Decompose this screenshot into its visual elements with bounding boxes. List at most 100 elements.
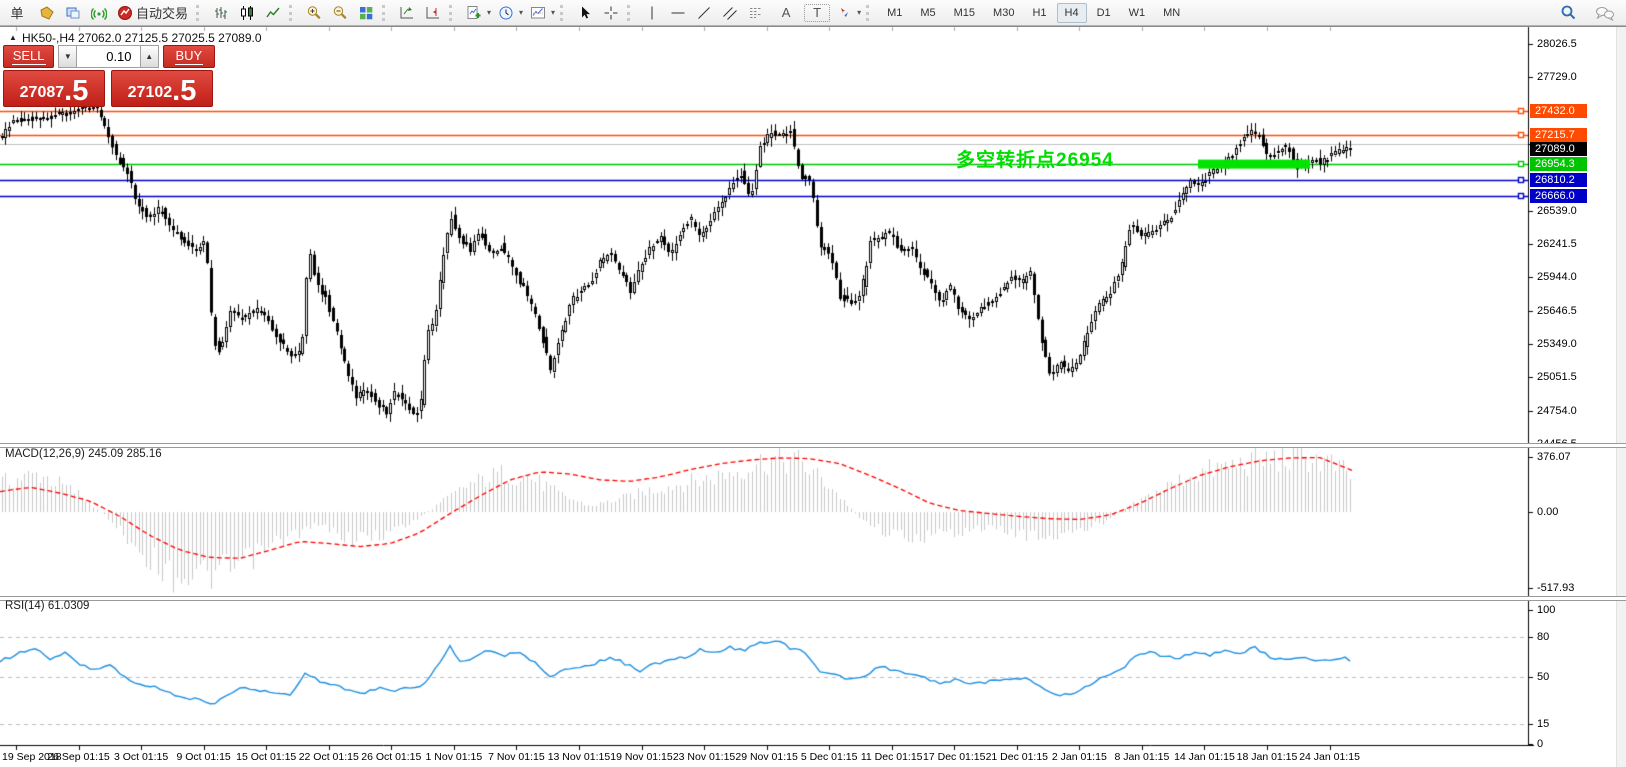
template-dropdown-icon[interactable]: ▾ [551, 8, 556, 17]
macd-axis-tick: -517.93 [1537, 582, 1575, 594]
price-line-badge-27215.7: 27215.7 [1530, 127, 1587, 142]
arrows-dropdown-icon[interactable]: ▾ [857, 8, 862, 17]
date-axis-label: 29 Nov 01:15 [735, 751, 798, 763]
date-axis-label: 19 Nov 01:15 [610, 751, 673, 763]
timeframe-H1[interactable]: H1 [1032, 6, 1047, 19]
toolbar-grip [866, 4, 874, 21]
date-axis-label: 21 Dec 01:15 [985, 751, 1049, 763]
date-axis-label: 9 Oct 01:15 [176, 751, 231, 763]
rsi-panel-divider[interactable] [0, 596, 1626, 601]
template-button[interactable] [526, 2, 550, 23]
panel-collapse-icon[interactable]: ▲ [9, 33, 17, 42]
date-axis-label: 18 Jan 01:15 [1236, 751, 1298, 763]
toolbar-grip [560, 4, 568, 21]
volume-increase-button[interactable]: ▲ [139, 45, 159, 68]
date-axis-label: 5 Dec 01:15 [800, 751, 858, 763]
rsi-axis-tick: 50 [1537, 671, 1550, 683]
zoom-in-button[interactable] [302, 2, 326, 23]
chart-window-border [0, 26, 1626, 27]
rsi-axis-tick: 0 [1537, 738, 1544, 750]
date-axis-label: 23 Nov 01:15 [672, 751, 736, 763]
timeframe-M15[interactable]: M15 [953, 6, 976, 19]
autotrading-button[interactable]: 自动交易 [113, 2, 192, 23]
timeframe-H4[interactable]: H4 [1056, 2, 1087, 23]
price-axis-tick: 26539.0 [1537, 204, 1577, 217]
sell-button[interactable]: SELL [3, 45, 55, 68]
date-axis-label: 22 Oct 01:15 [298, 751, 359, 763]
timeframe-M5[interactable]: M5 [920, 6, 936, 19]
candlestick-chart-button[interactable] [235, 2, 259, 23]
vertical-line-button[interactable] [640, 2, 664, 23]
toolbar-grip [627, 4, 635, 21]
rsi-axis-tick: 100 [1537, 604, 1556, 616]
volume-input[interactable]: 0.10 [77, 45, 140, 68]
price-line-badge-27089.0: 27089.0 [1530, 142, 1587, 157]
chart-ohlc-title: HK50-,H4 27062.0 27125.5 27025.5 27089.0 [22, 31, 262, 45]
date-axis-label: 11 Dec 01:15 [860, 751, 923, 763]
timeframe-switcher: M1 M5 M15 M30 H1 H4 D1 W1 MN [878, 2, 1189, 23]
timeframe-M1[interactable]: M1 [887, 6, 903, 19]
price-axis-tick: 25944.0 [1537, 271, 1577, 284]
crosshair-button[interactable] [599, 2, 623, 23]
add-indicator-button[interactable] [462, 2, 486, 23]
date-axis-label: 14 Jan 01:15 [1174, 751, 1235, 763]
horizontal-line-button[interactable] [666, 2, 690, 23]
equidistant-channel-button[interactable] [718, 2, 742, 23]
date-axis-label: 3 Oct 01:15 [113, 751, 169, 763]
date-axis-label: 15 Oct 01:15 [236, 751, 297, 763]
buy-button[interactable]: BUY [162, 45, 215, 68]
date-axis-label: 13 Nov 01:15 [547, 751, 611, 763]
date-axis-label: 26 Oct 01:15 [361, 751, 422, 763]
text-label-tool-button[interactable]: T [804, 3, 831, 22]
timeframe-MN[interactable]: MN [1163, 6, 1181, 19]
price-axis-tick: 24754.0 [1537, 404, 1577, 417]
macd-panel-divider[interactable] [0, 443, 1626, 448]
date-axis-label: 24 Jan 01:15 [1299, 751, 1360, 763]
date-axis-label: 7 Nov 01:15 [488, 751, 545, 763]
auto-scroll-button[interactable] [395, 2, 419, 23]
fibonacci-button[interactable] [744, 2, 768, 23]
macd-axis-tick: 0.00 [1537, 506, 1559, 519]
price-axis-tick: 25646.5 [1537, 304, 1577, 317]
macd-indicator-label: MACD(12,26,9) 245.09 285.16 [5, 448, 162, 460]
volume-decrease-button[interactable]: ▼ [58, 45, 78, 68]
market-watch-icon[interactable] [61, 2, 85, 23]
buy-price-box[interactable]: 27102.5 [111, 70, 213, 107]
text-tool-button[interactable]: A [781, 5, 791, 20]
cursor-button[interactable] [573, 2, 597, 23]
add-indicator-dropdown-icon[interactable]: ▾ [487, 8, 492, 17]
zoom-out-button[interactable] [328, 2, 352, 23]
period-clock-button[interactable] [494, 2, 518, 23]
arrows-tool-button[interactable] [832, 2, 856, 23]
sell-price-box[interactable]: 27087.5 [3, 70, 105, 107]
price-line-badge-26954.3: 26954.3 [1530, 157, 1587, 172]
price-axis-tick: 28026.5 [1537, 38, 1577, 50]
signal-icon[interactable] [87, 2, 111, 23]
trendline-button[interactable] [692, 2, 716, 23]
price-line-badge-26666.0: 26666.0 [1530, 189, 1587, 204]
timeframe-W1[interactable]: W1 [1128, 6, 1146, 19]
bar-chart-button[interactable] [209, 2, 233, 23]
search-icon[interactable] [1556, 2, 1580, 23]
line-chart-button[interactable] [261, 2, 285, 23]
new-order-button[interactable]: 单 [10, 6, 24, 21]
chat-icon[interactable] [1593, 2, 1617, 23]
date-axis-label: 26 Sep 01:15 [47, 751, 110, 763]
autotrading-label: 自动交易 [136, 6, 189, 21]
rsi-axis-tick: 15 [1537, 717, 1550, 730]
buy-price-pips: .5 [172, 75, 197, 108]
gold-cube-icon[interactable] [35, 2, 59, 23]
period-dropdown-icon[interactable]: ▾ [519, 8, 524, 17]
date-axis-label: 19 Sep 2018 [2, 751, 62, 763]
toolbar-grip [289, 4, 297, 21]
rsi-axis-tick: 80 [1537, 630, 1550, 643]
chart-shift-button[interactable] [421, 2, 445, 23]
timeframe-D1[interactable]: D1 [1096, 6, 1111, 19]
tile-windows-button[interactable] [354, 2, 378, 23]
sell-price-pips: .5 [64, 75, 89, 108]
one-click-trade-panel: SELL ▼ 0.10 ▲ BUY 27087.5 27102.5 [3, 45, 215, 107]
date-axis-label: 1 Nov 01:15 [425, 751, 483, 763]
timeframe-M30[interactable]: M30 [993, 6, 1015, 19]
